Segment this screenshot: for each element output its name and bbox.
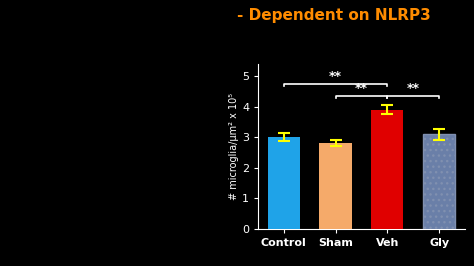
Text: **: **	[407, 82, 419, 95]
Text: - Dependent on NLRP3: - Dependent on NLRP3	[237, 8, 431, 23]
Text: **: **	[329, 70, 342, 83]
Bar	[423, 134, 455, 229]
Bar	[268, 137, 300, 229]
Y-axis label: # microglia/μm² x 10⁵: # microglia/μm² x 10⁵	[229, 93, 239, 200]
Bar	[319, 143, 352, 229]
Bar	[371, 110, 403, 229]
Text: **: **	[355, 82, 368, 95]
